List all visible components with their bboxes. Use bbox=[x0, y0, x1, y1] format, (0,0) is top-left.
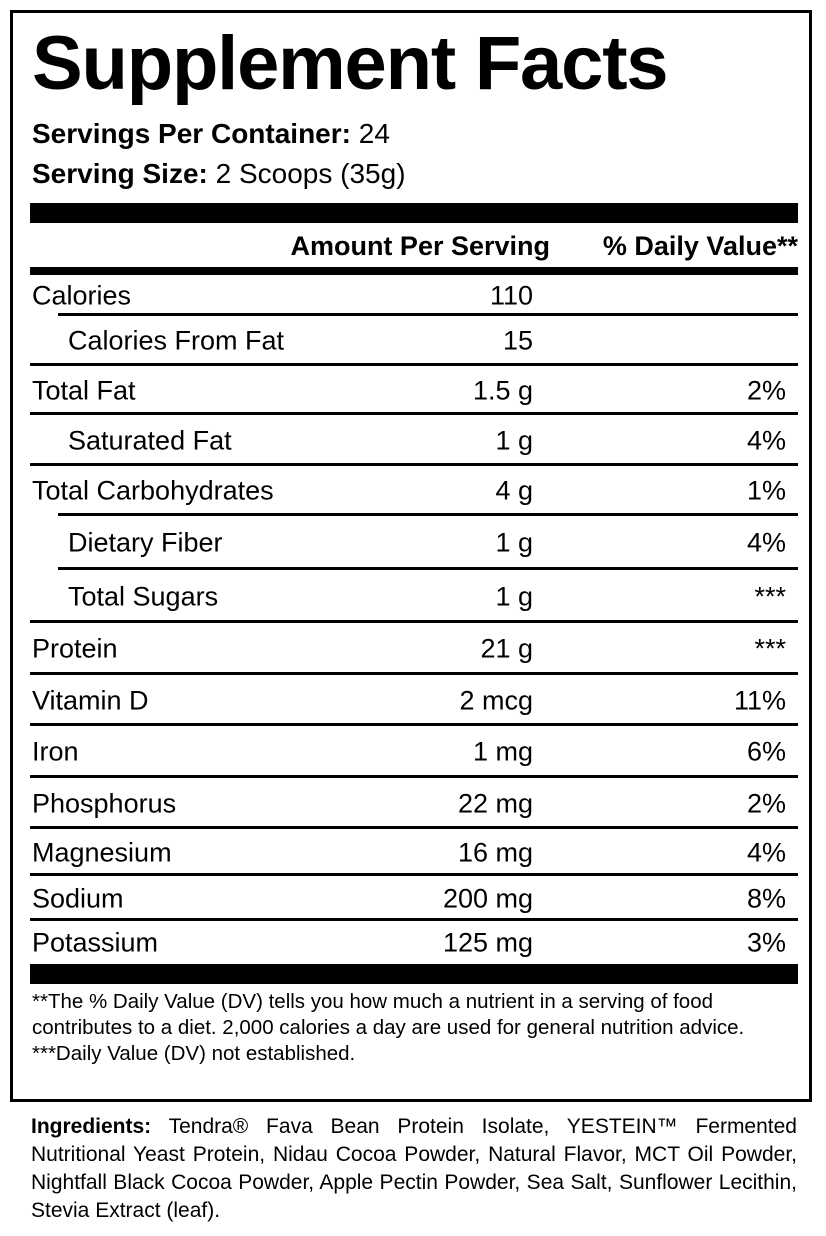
nutrient-amount: 4 g bbox=[495, 475, 533, 506]
nutrient-row: Calories 110 bbox=[30, 275, 798, 316]
nutrient-row: Potassium 125 mg 3% bbox=[30, 921, 798, 964]
row-divider bbox=[30, 775, 798, 778]
nutrient-daily-value: 4% bbox=[746, 425, 786, 455]
footnote-dv: **The % Daily Value (DV) tells you how m… bbox=[32, 990, 745, 1039]
thick-divider bbox=[30, 203, 798, 223]
nutrient-name: Magnesium bbox=[32, 837, 172, 867]
serving-size: Serving Size: 2 Scoops (35g) bbox=[32, 157, 406, 191]
nutrient-daily-value: 11% bbox=[733, 685, 786, 715]
row-divider bbox=[30, 463, 798, 466]
nutrient-name: Total Sugars bbox=[68, 581, 219, 611]
nutrient-name: Potassium bbox=[32, 927, 159, 957]
nutrient-daily-value: 2% bbox=[746, 375, 786, 405]
thick-divider-bottom bbox=[30, 964, 798, 984]
nutrient-row: Sodium 200 mg 8% bbox=[30, 876, 798, 921]
nutrient-name: Calories From Fat bbox=[68, 325, 285, 356]
nutrient-name: Vitamin D bbox=[32, 685, 149, 715]
nutrient-daily-value: *** bbox=[754, 581, 786, 611]
nutrient-amount: 15 bbox=[502, 325, 533, 356]
daily-value-header: % Daily Value** bbox=[602, 231, 798, 261]
nutrient-amount: 22 mg bbox=[457, 788, 533, 818]
row-divider bbox=[30, 672, 798, 675]
nutrient-table: Calories 110 Calories From Fat 15 Total Fat 1… bbox=[30, 275, 798, 964]
footnote-not-established: ***Daily Value (DV) not established. bbox=[32, 1042, 356, 1065]
nutrient-daily-value: 1% bbox=[746, 475, 786, 506]
nutrient-row: Total Sugars 1 g *** bbox=[30, 570, 798, 623]
nutrient-name: Iron bbox=[32, 736, 79, 767]
nutrient-name: Dietary Fiber bbox=[68, 527, 223, 558]
nutrient-amount: 21 g bbox=[480, 633, 533, 664]
nutrient-amount: 1 g bbox=[495, 527, 533, 558]
row-divider bbox=[58, 513, 798, 516]
amount-header: Amount Per Serving bbox=[290, 231, 550, 261]
nutrient-daily-value: 2% bbox=[746, 788, 786, 818]
row-divider bbox=[30, 826, 798, 829]
row-divider bbox=[30, 620, 798, 623]
servings-value: 24 bbox=[358, 118, 390, 149]
ingredients-text: Tendra® Fava Bean Protein Isolate, YESTE… bbox=[31, 1115, 797, 1222]
nutrient-amount: 2 mcg bbox=[459, 685, 533, 715]
nutrient-row: Dietary Fiber 1 g 4% bbox=[30, 516, 798, 570]
nutrient-daily-value: 6% bbox=[746, 736, 786, 767]
nutrient-row: Phosphorus 22 mg 2% bbox=[30, 778, 798, 829]
nutrient-row: Calories From Fat 15 bbox=[30, 316, 798, 366]
nutrient-daily-value: 4% bbox=[746, 837, 786, 867]
nutrient-amount: 200 mg bbox=[442, 883, 533, 913]
nutrient-row: Saturated Fat 1 g 4% bbox=[30, 415, 798, 466]
row-divider bbox=[30, 873, 798, 876]
serving-size-label: Serving Size: bbox=[32, 158, 208, 189]
nutrient-name: Sodium bbox=[32, 883, 124, 913]
servings-per-container: Servings Per Container: 24 bbox=[32, 117, 390, 151]
nutrient-name: Total Fat bbox=[32, 375, 136, 405]
column-header: Amount Per Serving % Daily Value** bbox=[30, 225, 798, 267]
nutrient-row: Total Fat 1.5 g 2% bbox=[30, 366, 798, 415]
nutrient-amount: 16 mg bbox=[457, 837, 533, 867]
nutrient-amount: 1 g bbox=[495, 581, 533, 611]
nutrient-amount: 1 g bbox=[495, 425, 533, 455]
nutrient-name: Phosphorus bbox=[32, 788, 177, 818]
ingredients-label: Ingredients: bbox=[31, 1115, 152, 1138]
row-divider bbox=[30, 723, 798, 726]
nutrient-daily-value: 3% bbox=[746, 927, 786, 957]
row-divider bbox=[58, 567, 798, 570]
nutrient-name: Saturated Fat bbox=[68, 425, 232, 455]
row-divider bbox=[30, 918, 798, 921]
nutrient-row: Iron 1 mg 6% bbox=[30, 726, 798, 778]
ingredients: Ingredients: Tendra® Fava Bean Protein I… bbox=[31, 1113, 797, 1225]
row-divider bbox=[30, 412, 798, 415]
nutrient-name: Calories bbox=[32, 280, 132, 310]
row-divider bbox=[58, 313, 798, 316]
nutrient-row: Magnesium 16 mg 4% bbox=[30, 829, 798, 876]
nutrient-amount: 1.5 g bbox=[472, 375, 533, 405]
header-divider bbox=[30, 267, 798, 275]
nutrient-amount: 110 bbox=[489, 280, 533, 310]
nutrient-daily-value: 8% bbox=[746, 883, 786, 913]
nutrient-row: Protein 21 g *** bbox=[30, 623, 798, 675]
footnotes: **The % Daily Value (DV) tells you how m… bbox=[32, 989, 802, 1067]
nutrient-daily-value: 4% bbox=[746, 527, 786, 558]
nutrient-row: Vitamin D 2 mcg 11% bbox=[30, 675, 798, 726]
servings-label: Servings Per Container: bbox=[32, 118, 351, 149]
row-divider bbox=[30, 363, 798, 366]
nutrient-amount: 125 mg bbox=[442, 927, 533, 957]
panel-title: Supplement Facts bbox=[32, 21, 669, 106]
nutrient-name: Total Carbohydrates bbox=[32, 475, 274, 506]
nutrient-amount: 1 mg bbox=[472, 736, 533, 767]
nutrient-daily-value: *** bbox=[754, 633, 786, 664]
serving-size-value: 2 Scoops (35g) bbox=[215, 158, 406, 189]
nutrient-name: Protein bbox=[32, 633, 118, 664]
supplement-facts-panel: Supplement Facts Servings Per Container:… bbox=[10, 10, 812, 1102]
nutrient-row: Total Carbohydrates 4 g 1% bbox=[30, 466, 798, 516]
